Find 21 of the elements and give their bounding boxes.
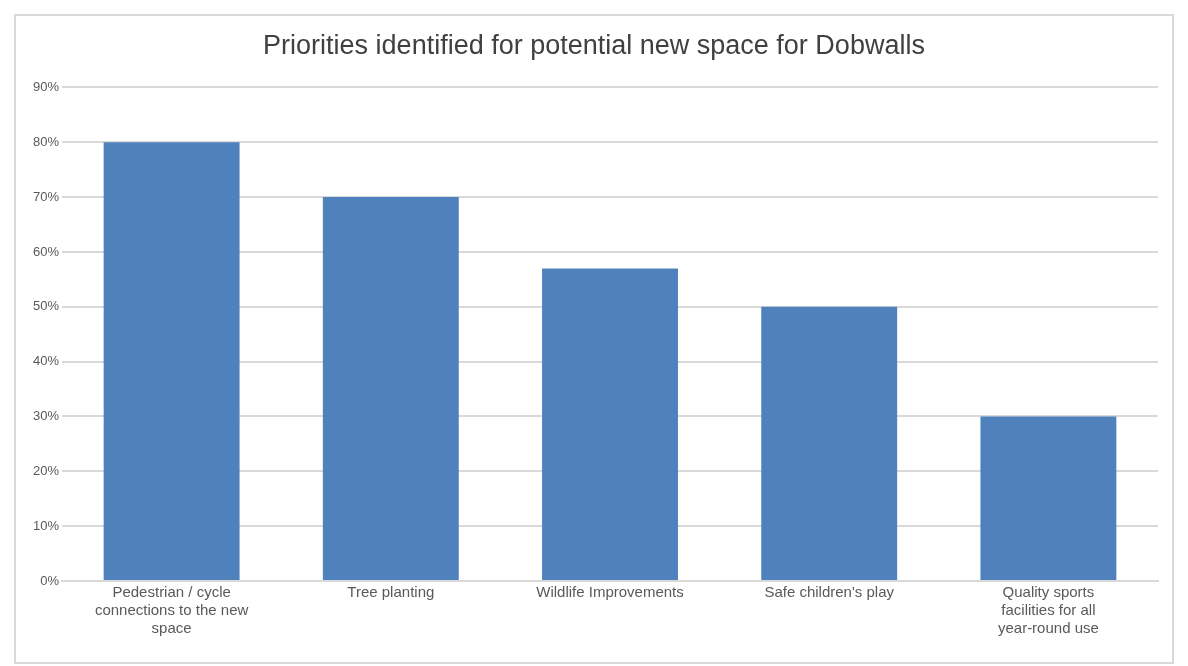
y-tick-label: 30% bbox=[32, 408, 60, 424]
x-tick-label: Wildlife Improvements bbox=[536, 583, 684, 601]
y-tick-label: 90% bbox=[32, 78, 60, 94]
bar bbox=[103, 142, 240, 580]
x-tick-label: Pedestrian / cycle connections to the new space bbox=[94, 583, 249, 637]
y-tick-label: 60% bbox=[32, 243, 60, 259]
bar bbox=[761, 306, 898, 580]
y-tick-label: 80% bbox=[32, 133, 60, 149]
bar bbox=[542, 268, 678, 580]
chart-title: Priorities identified for potential new space for Dobwalls bbox=[263, 29, 925, 60]
bar bbox=[980, 416, 1117, 580]
y-tick-label: 0% bbox=[40, 572, 60, 588]
x-tick-label: Tree planting bbox=[347, 583, 435, 601]
y-tick-label: 40% bbox=[32, 353, 60, 369]
x-tick-label: Quality sports facilities for all year-round use bbox=[997, 583, 1099, 637]
y-tick-label: 50% bbox=[32, 298, 60, 314]
y-tick-label: 10% bbox=[32, 517, 60, 533]
bar bbox=[322, 197, 459, 580]
y-tick-label: 20% bbox=[32, 462, 60, 478]
y-tick-label: 70% bbox=[32, 188, 60, 204]
x-tick-label: Safe children's play bbox=[764, 583, 895, 601]
